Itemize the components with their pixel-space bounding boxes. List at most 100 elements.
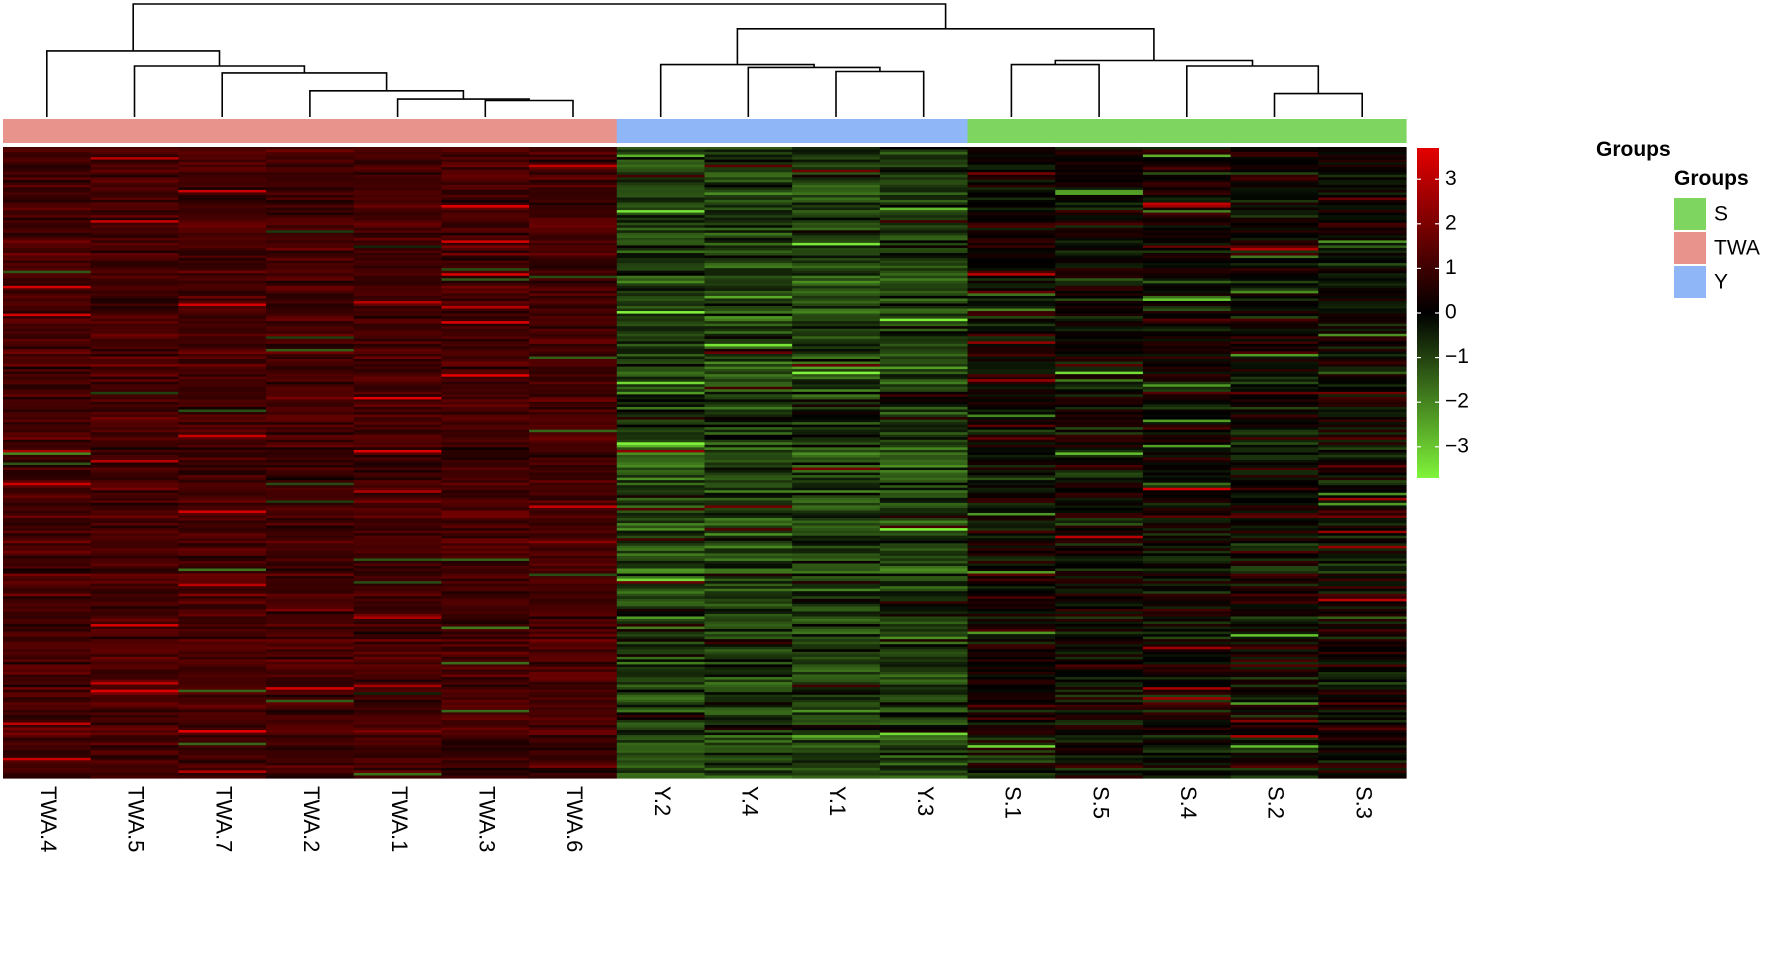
heatmap-cell (529, 747, 618, 751)
dendrogram-link (132, 3, 947, 51)
heatmap-cell (704, 308, 793, 312)
heatmap-cell (792, 359, 881, 363)
heatmap-cell (616, 194, 706, 199)
heatmap-cell (1055, 202, 1144, 206)
column-label: TWA.6 (562, 786, 587, 852)
heatmap-cell (967, 755, 1056, 759)
heatmap-cell (266, 472, 355, 476)
heatmap-cell (90, 490, 179, 494)
heatmap-cell (266, 707, 355, 711)
heatmap-cell (3, 412, 92, 416)
heatmap-cell (266, 477, 355, 481)
heatmap-cell (792, 565, 881, 570)
heatmap-cell (616, 490, 706, 494)
heatmap-cell (1142, 573, 1232, 577)
group-annotation-track (3, 119, 1407, 143)
heatmap-cell (879, 568, 969, 572)
heatmap-cell (353, 174, 443, 178)
heatmap-cell (967, 429, 1056, 433)
heatmap-cell (178, 432, 267, 436)
heatmap-cell (616, 260, 706, 264)
heatmap-cell (879, 300, 969, 305)
heatmap-cell (792, 406, 881, 411)
heatmap-cell (529, 515, 618, 519)
heatmap-cell (90, 525, 179, 529)
heatmap-cell (1142, 689, 1232, 693)
heatmap-cell (1318, 359, 1407, 363)
heatmap-cell (529, 762, 618, 766)
heatmap-cell (1318, 512, 1407, 517)
heatmap-cell (3, 613, 92, 618)
heatmap-cell (441, 616, 530, 620)
heatmap-cell (441, 606, 530, 610)
heatmap-cell (529, 449, 618, 453)
heatmap-cell (178, 177, 267, 181)
heatmap-cell (90, 765, 179, 769)
heatmap-cell (1230, 737, 1319, 741)
heatmap-cell (1230, 636, 1319, 640)
heatmap-cell (353, 341, 443, 345)
heatmap-cell (529, 275, 618, 279)
heatmap-cell (1055, 714, 1144, 719)
heatmap-cell (616, 162, 706, 166)
heatmap-cell (266, 528, 355, 532)
heatmap-cell (3, 553, 92, 557)
heatmap-cell (704, 374, 793, 378)
heatmap-cell (3, 760, 92, 764)
heatmap-cell (266, 659, 355, 663)
heatmap-cell (1230, 316, 1319, 320)
heatmap-cell (792, 159, 881, 163)
heatmap-cell (879, 480, 969, 484)
heatmap-cell (967, 560, 1056, 565)
heatmap-cell (1142, 621, 1232, 625)
heatmap-cell (90, 528, 179, 532)
heatmap-cell (1055, 240, 1144, 244)
heatmap-cell (704, 591, 793, 595)
heatmap-cell (90, 586, 179, 590)
heatmap-cell (266, 364, 355, 368)
heatmap-cell (1142, 447, 1232, 451)
heatmap-cell (90, 220, 179, 224)
heatmap-cell (879, 439, 969, 443)
heatmap-cell (616, 412, 706, 416)
heatmap-cell (704, 351, 793, 355)
heatmap-cell (1318, 401, 1407, 406)
heatmap-cell (353, 381, 443, 385)
heatmap-cell (616, 755, 706, 759)
heatmap-cell (266, 442, 355, 446)
heatmap-cell (1230, 179, 1319, 183)
heatmap-cell (616, 207, 706, 211)
heatmap-cell (1230, 336, 1319, 340)
heatmap-cell (1142, 391, 1232, 395)
heatmap-cell (879, 353, 969, 358)
heatmap-cell (266, 409, 355, 413)
heatmap-cell (529, 240, 618, 244)
heatmap-cell (529, 457, 618, 461)
heatmap-cell (1230, 227, 1319, 231)
heatmap-cell (1055, 712, 1144, 716)
heatmap-cell (1142, 273, 1232, 277)
column-label: TWA.4 (36, 786, 61, 852)
heatmap-cell (441, 659, 530, 663)
heatmap-cell (1318, 770, 1407, 774)
heatmap-cell (178, 197, 267, 201)
heatmap-cell (967, 348, 1056, 353)
heatmap-cell (90, 740, 179, 744)
heatmap-cell (967, 586, 1056, 590)
heatmap-cell (1142, 725, 1232, 729)
heatmap-cell (1230, 730, 1319, 734)
heatmap-cell (441, 475, 530, 479)
heatmap-cell (792, 581, 881, 585)
heatmap-cell (792, 646, 881, 650)
heatmap-cell (266, 369, 355, 373)
heatmap-cell (704, 192, 793, 196)
column-label: TWA.1 (387, 786, 412, 852)
heatmap-cell (967, 293, 1056, 297)
heatmap-cell (441, 722, 530, 726)
heatmap-cell (616, 444, 706, 448)
heatmap-cell (1055, 230, 1144, 234)
heatmap-cell (90, 578, 179, 582)
heatmap-cell (792, 770, 881, 774)
heatmap-cell (879, 149, 969, 153)
heatmap-cell (792, 237, 881, 241)
